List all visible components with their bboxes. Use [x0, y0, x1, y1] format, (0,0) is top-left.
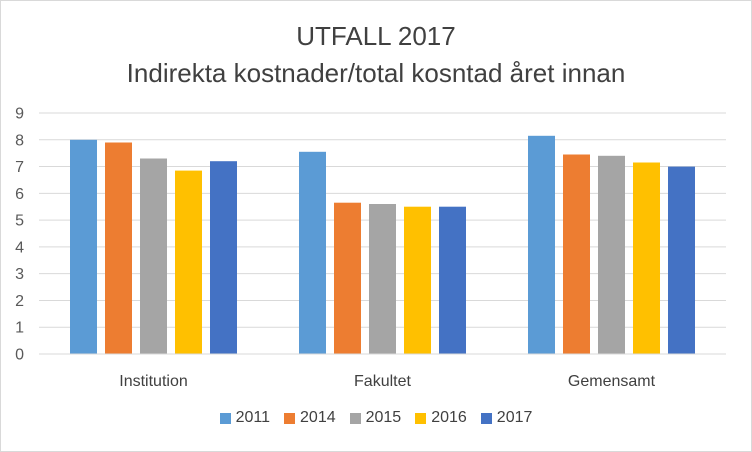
bar-2016-institution [175, 170, 202, 354]
x-category-label: Institution [119, 373, 187, 390]
x-category-label: Gemensamt [568, 373, 656, 390]
bar-2011-fakultet [299, 151, 326, 354]
bar-2017-fakultet [439, 206, 466, 354]
bar-2015-gemensamt [598, 155, 625, 354]
chart-title: UTFALL 2017 [296, 21, 456, 51]
bar-2016-gemensamt [633, 162, 660, 354]
legend-label: 2014 [300, 409, 336, 426]
y-tick-label: 0 [15, 347, 24, 364]
x-axis-labels: Institution Fakultet Gemensamt [119, 373, 655, 390]
legend-item: 2017 [480, 409, 533, 427]
legend-item: 2015 [349, 409, 402, 427]
bar-2014-fakultet [334, 202, 361, 354]
legend-swatch [349, 412, 361, 424]
y-tick-label: 3 [15, 266, 24, 283]
bar-2011-gemensamt [528, 135, 555, 354]
y-tick-label: 6 [15, 186, 24, 203]
chart-subtitle: Indirekta kostnader/total kosntad året i… [126, 58, 626, 88]
y-tick-label: 9 [15, 106, 24, 123]
legend-swatch [480, 412, 492, 424]
legend: 2011 2014 2015 2016 2017 [0, 409, 752, 427]
legend-swatch [415, 412, 427, 424]
legend-label: 2015 [365, 409, 402, 426]
x-category-label: Fakultet [354, 373, 411, 390]
legend-label: 2017 [496, 409, 533, 426]
bar-2015-institution [140, 158, 167, 354]
y-tick-label: 5 [15, 213, 24, 230]
bars [70, 135, 695, 354]
bar-2014-institution [105, 142, 132, 354]
y-tick-label: 1 [15, 320, 24, 337]
bar-2011-institution [70, 139, 97, 354]
bar-2015-fakultet [369, 204, 396, 354]
y-tick-label: 7 [15, 159, 24, 176]
y-tick-label: 4 [15, 239, 24, 256]
legend-swatch [219, 412, 231, 424]
bar-2017-institution [210, 161, 237, 354]
legend-item: 2014 [284, 409, 336, 427]
legend-label: 2011 [235, 409, 271, 426]
y-tick-label: 2 [15, 293, 24, 310]
legend-swatch [284, 412, 296, 424]
legend-item: 2011 [219, 409, 271, 427]
legend-item: 2016 [415, 409, 467, 427]
bar-2014-gemensamt [563, 154, 590, 354]
bar-2016-fakultet [404, 206, 431, 354]
y-axis-ticks: 0 1 2 3 4 5 6 7 8 9 [15, 106, 24, 364]
legend-label: 2016 [431, 409, 467, 426]
y-tick-label: 8 [15, 132, 24, 149]
bar-2017-gemensamt [668, 166, 695, 354]
